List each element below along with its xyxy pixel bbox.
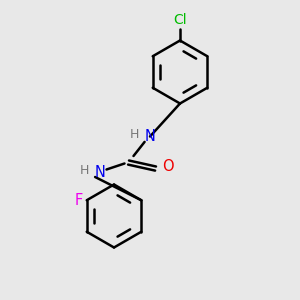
Text: Cl: Cl: [173, 13, 187, 27]
Text: F: F: [74, 193, 82, 208]
Text: N: N: [145, 129, 155, 144]
Text: O: O: [163, 159, 174, 174]
Text: H: H: [130, 128, 139, 142]
Text: H: H: [80, 164, 90, 178]
Text: N: N: [95, 165, 106, 180]
